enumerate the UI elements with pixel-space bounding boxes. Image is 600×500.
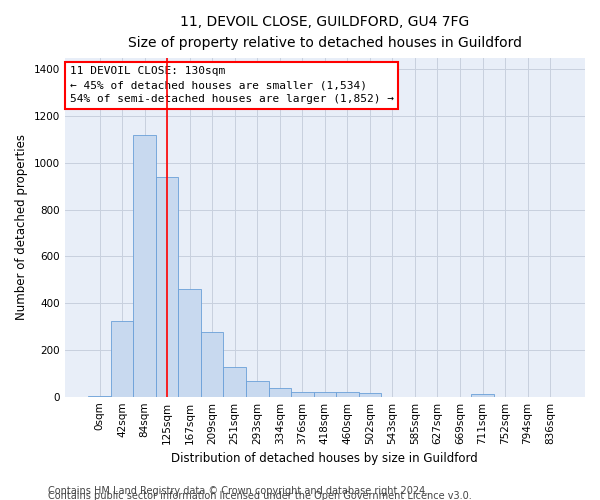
Bar — [111, 320, 133, 396]
Y-axis label: Number of detached properties: Number of detached properties — [15, 134, 28, 320]
Bar — [156, 177, 178, 396]
Bar — [471, 394, 494, 396]
Bar — [314, 392, 336, 396]
Text: 11 DEVOIL CLOSE: 130sqm
← 45% of detached houses are smaller (1,534)
54% of semi: 11 DEVOIL CLOSE: 130sqm ← 45% of detache… — [70, 66, 394, 104]
Text: Contains HM Land Registry data © Crown copyright and database right 2024.: Contains HM Land Registry data © Crown c… — [48, 486, 428, 496]
Bar — [291, 392, 314, 396]
Title: 11, DEVOIL CLOSE, GUILDFORD, GU4 7FG
Size of property relative to detached house: 11, DEVOIL CLOSE, GUILDFORD, GU4 7FG Siz… — [128, 15, 522, 50]
Bar — [246, 382, 269, 396]
Bar — [178, 289, 201, 397]
Bar — [133, 135, 156, 396]
Bar — [201, 332, 223, 396]
Bar — [336, 392, 359, 396]
Bar — [269, 388, 291, 396]
X-axis label: Distribution of detached houses by size in Guildford: Distribution of detached houses by size … — [172, 452, 478, 465]
Text: Contains public sector information licensed under the Open Government Licence v3: Contains public sector information licen… — [48, 491, 472, 500]
Bar — [223, 368, 246, 396]
Bar — [359, 393, 381, 396]
